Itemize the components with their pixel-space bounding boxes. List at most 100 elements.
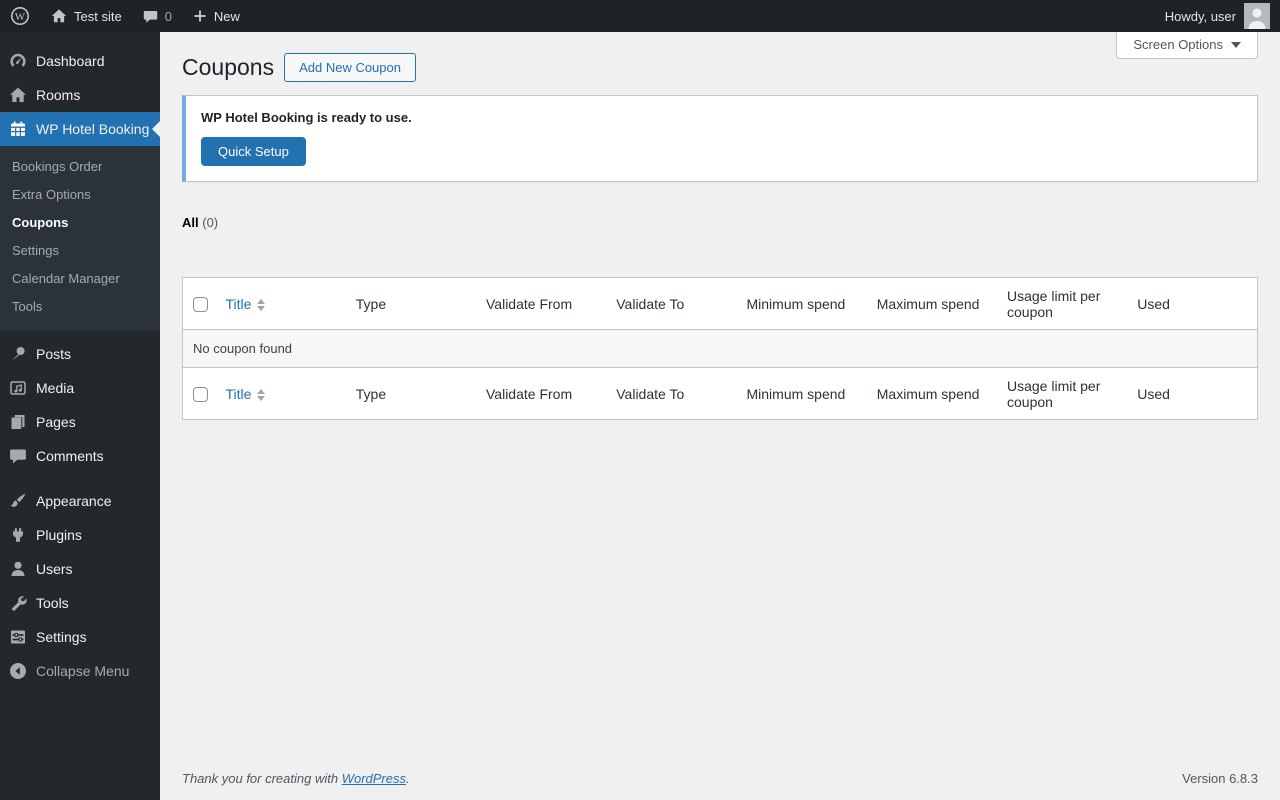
sort-indicator-icon <box>257 298 266 311</box>
wordpress-logo-icon: W <box>11 7 29 25</box>
sidebar-item-label: Settings <box>36 629 87 645</box>
sidebar-item-label: Rooms <box>36 87 81 103</box>
sidebar-item-posts[interactable]: Posts <box>0 337 160 371</box>
submenu-item-coupons[interactable]: Coupons <box>0 208 160 236</box>
column-header-usage-limit: Usage limit per coupon <box>997 277 1128 330</box>
howdy-text: Howdy, user <box>1164 8 1236 24</box>
chevron-down-icon <box>1231 41 1241 48</box>
column-header-used: Used <box>1127 277 1258 330</box>
quick-setup-button[interactable]: Quick Setup <box>201 137 306 166</box>
hotel-booking-submenu: Bookings Order Extra Options Coupons Set… <box>0 146 160 330</box>
new-content-link[interactable]: New <box>182 0 250 32</box>
plugin-ready-notice: WP Hotel Booking is ready to use. Quick … <box>182 95 1258 182</box>
submenu-label: Calendar Manager <box>12 270 120 286</box>
column-footer-validate-from: Validate From <box>476 367 607 420</box>
sidebar-item-rooms[interactable]: Rooms <box>0 78 160 112</box>
admin-sidebar: Dashboard Rooms WP Hotel Booking Booking… <box>0 32 160 800</box>
screen-options-button[interactable]: Screen Options <box>1116 32 1258 59</box>
screen-options-label: Screen Options <box>1133 37 1223 52</box>
submenu-item-extra-options[interactable]: Extra Options <box>0 180 160 208</box>
column-header-maximum-spend: Maximum spend <box>866 277 997 330</box>
admin-footer: Thank you for creating with WordPress. V… <box>182 771 1258 790</box>
submenu-item-bookings-order[interactable]: Bookings Order <box>0 152 160 180</box>
sidebar-item-label: Users <box>36 561 73 577</box>
sidebar-item-users[interactable]: Users <box>0 552 160 586</box>
sidebar-item-comments[interactable]: Comments <box>0 439 160 473</box>
site-name-label: Test site <box>74 8 122 24</box>
account-menu[interactable]: Howdy, user <box>1165 3 1280 29</box>
sort-by-title-link[interactable]: Title <box>225 295 252 312</box>
add-new-coupon-button[interactable]: Add New Coupon <box>284 52 416 82</box>
wordpress-logo-icon[interactable]: W <box>0 0 40 32</box>
new-label: New <box>213 8 240 24</box>
column-header-title: Title <box>215 277 346 330</box>
comment-bubble-icon <box>10 449 26 464</box>
sort-by-title-link-footer[interactable]: Title <box>225 385 252 402</box>
column-footer-type: Type <box>345 367 476 420</box>
version-text: Version 6.8.3 <box>1182 771 1258 786</box>
select-all-checkbox-footer[interactable] <box>193 386 208 402</box>
settings-sliders-icon <box>11 630 25 644</box>
sidebar-item-label: Posts <box>36 346 72 362</box>
empty-message: No coupon found <box>182 329 1258 368</box>
submenu-item-tools[interactable]: Tools <box>0 292 160 320</box>
filter-all-count: (0) <box>202 215 219 230</box>
page-title: Coupons <box>182 54 275 80</box>
sidebar-item-pages[interactable]: Pages <box>0 405 160 439</box>
table-footer-row: Title Type Validate From Validate To Min… <box>182 367 1258 420</box>
comment-bubble-icon <box>143 10 157 23</box>
sidebar-item-label: Dashboard <box>36 53 105 69</box>
column-header-validate-from: Validate From <box>476 277 607 330</box>
column-footer-maximum-spend: Maximum spend <box>866 367 997 420</box>
column-footer-usage-limit: Usage limit per coupon <box>997 367 1128 420</box>
sidebar-item-plugins[interactable]: Plugins <box>0 518 160 552</box>
home-icon <box>10 87 26 102</box>
sidebar-item-label: Pages <box>36 414 76 430</box>
submenu-item-calendar-manager[interactable]: Calendar Manager <box>0 264 160 292</box>
sidebar-item-label: Media <box>36 380 75 396</box>
comments-admin-bar-link[interactable]: 0 <box>132 0 182 32</box>
media-icon <box>10 381 26 395</box>
submenu-label: Coupons <box>12 214 69 230</box>
thanks-suffix: . <box>406 771 410 786</box>
svg-text:W: W <box>15 11 26 23</box>
pushpin-icon <box>11 347 25 361</box>
sidebar-item-label: WP Hotel Booking <box>36 121 150 137</box>
coupons-table: Title Type Validate From Validate To Min… <box>182 277 1258 420</box>
calendar-icon <box>11 121 25 136</box>
column-header-type: Type <box>345 277 476 330</box>
pages-icon <box>11 415 25 429</box>
column-footer-minimum-spend: Minimum spend <box>736 367 867 420</box>
submenu-label: Settings <box>12 242 59 258</box>
sort-indicator-icon <box>257 388 266 401</box>
sidebar-item-appearance[interactable]: Appearance <box>0 484 160 518</box>
menu-separator <box>0 473 160 484</box>
footer-thanks-text: Thank you for creating with WordPress. <box>182 771 410 786</box>
wordpress-link[interactable]: WordPress <box>341 771 406 786</box>
submenu-label: Extra Options <box>12 186 91 202</box>
table-header-row: Title Type Validate From Validate To Min… <box>182 277 1258 330</box>
sidebar-item-settings[interactable]: Settings <box>0 620 160 654</box>
sidebar-item-tools[interactable]: Tools <box>0 586 160 620</box>
plus-icon <box>194 10 206 22</box>
submenu-item-settings[interactable]: Settings <box>0 236 160 264</box>
filter-all-link[interactable]: All <box>182 215 199 230</box>
sidebar-item-label: Plugins <box>36 527 82 543</box>
user-icon <box>11 561 25 576</box>
paintbrush-icon <box>10 493 26 507</box>
list-filter: All (0) <box>182 215 1258 230</box>
select-all-checkbox[interactable] <box>193 296 208 312</box>
collapse-menu-button[interactable]: Collapse Menu <box>0 654 160 688</box>
column-footer-title: Title <box>215 367 346 420</box>
collapse-arrow-icon <box>10 663 26 679</box>
site-name-link[interactable]: Test site <box>40 0 132 32</box>
sidebar-item-media[interactable]: Media <box>0 371 160 405</box>
empty-table-row: No coupon found <box>182 329 1258 368</box>
sidebar-item-label: Tools <box>36 595 69 611</box>
sidebar-item-label: Comments <box>36 448 104 464</box>
sidebar-item-wp-hotel-booking[interactable]: WP Hotel Booking <box>0 112 160 146</box>
column-header-validate-to: Validate To <box>606 277 737 330</box>
sidebar-item-dashboard[interactable]: Dashboard <box>0 44 160 78</box>
avatar <box>1244 3 1270 29</box>
home-icon <box>51 9 67 23</box>
